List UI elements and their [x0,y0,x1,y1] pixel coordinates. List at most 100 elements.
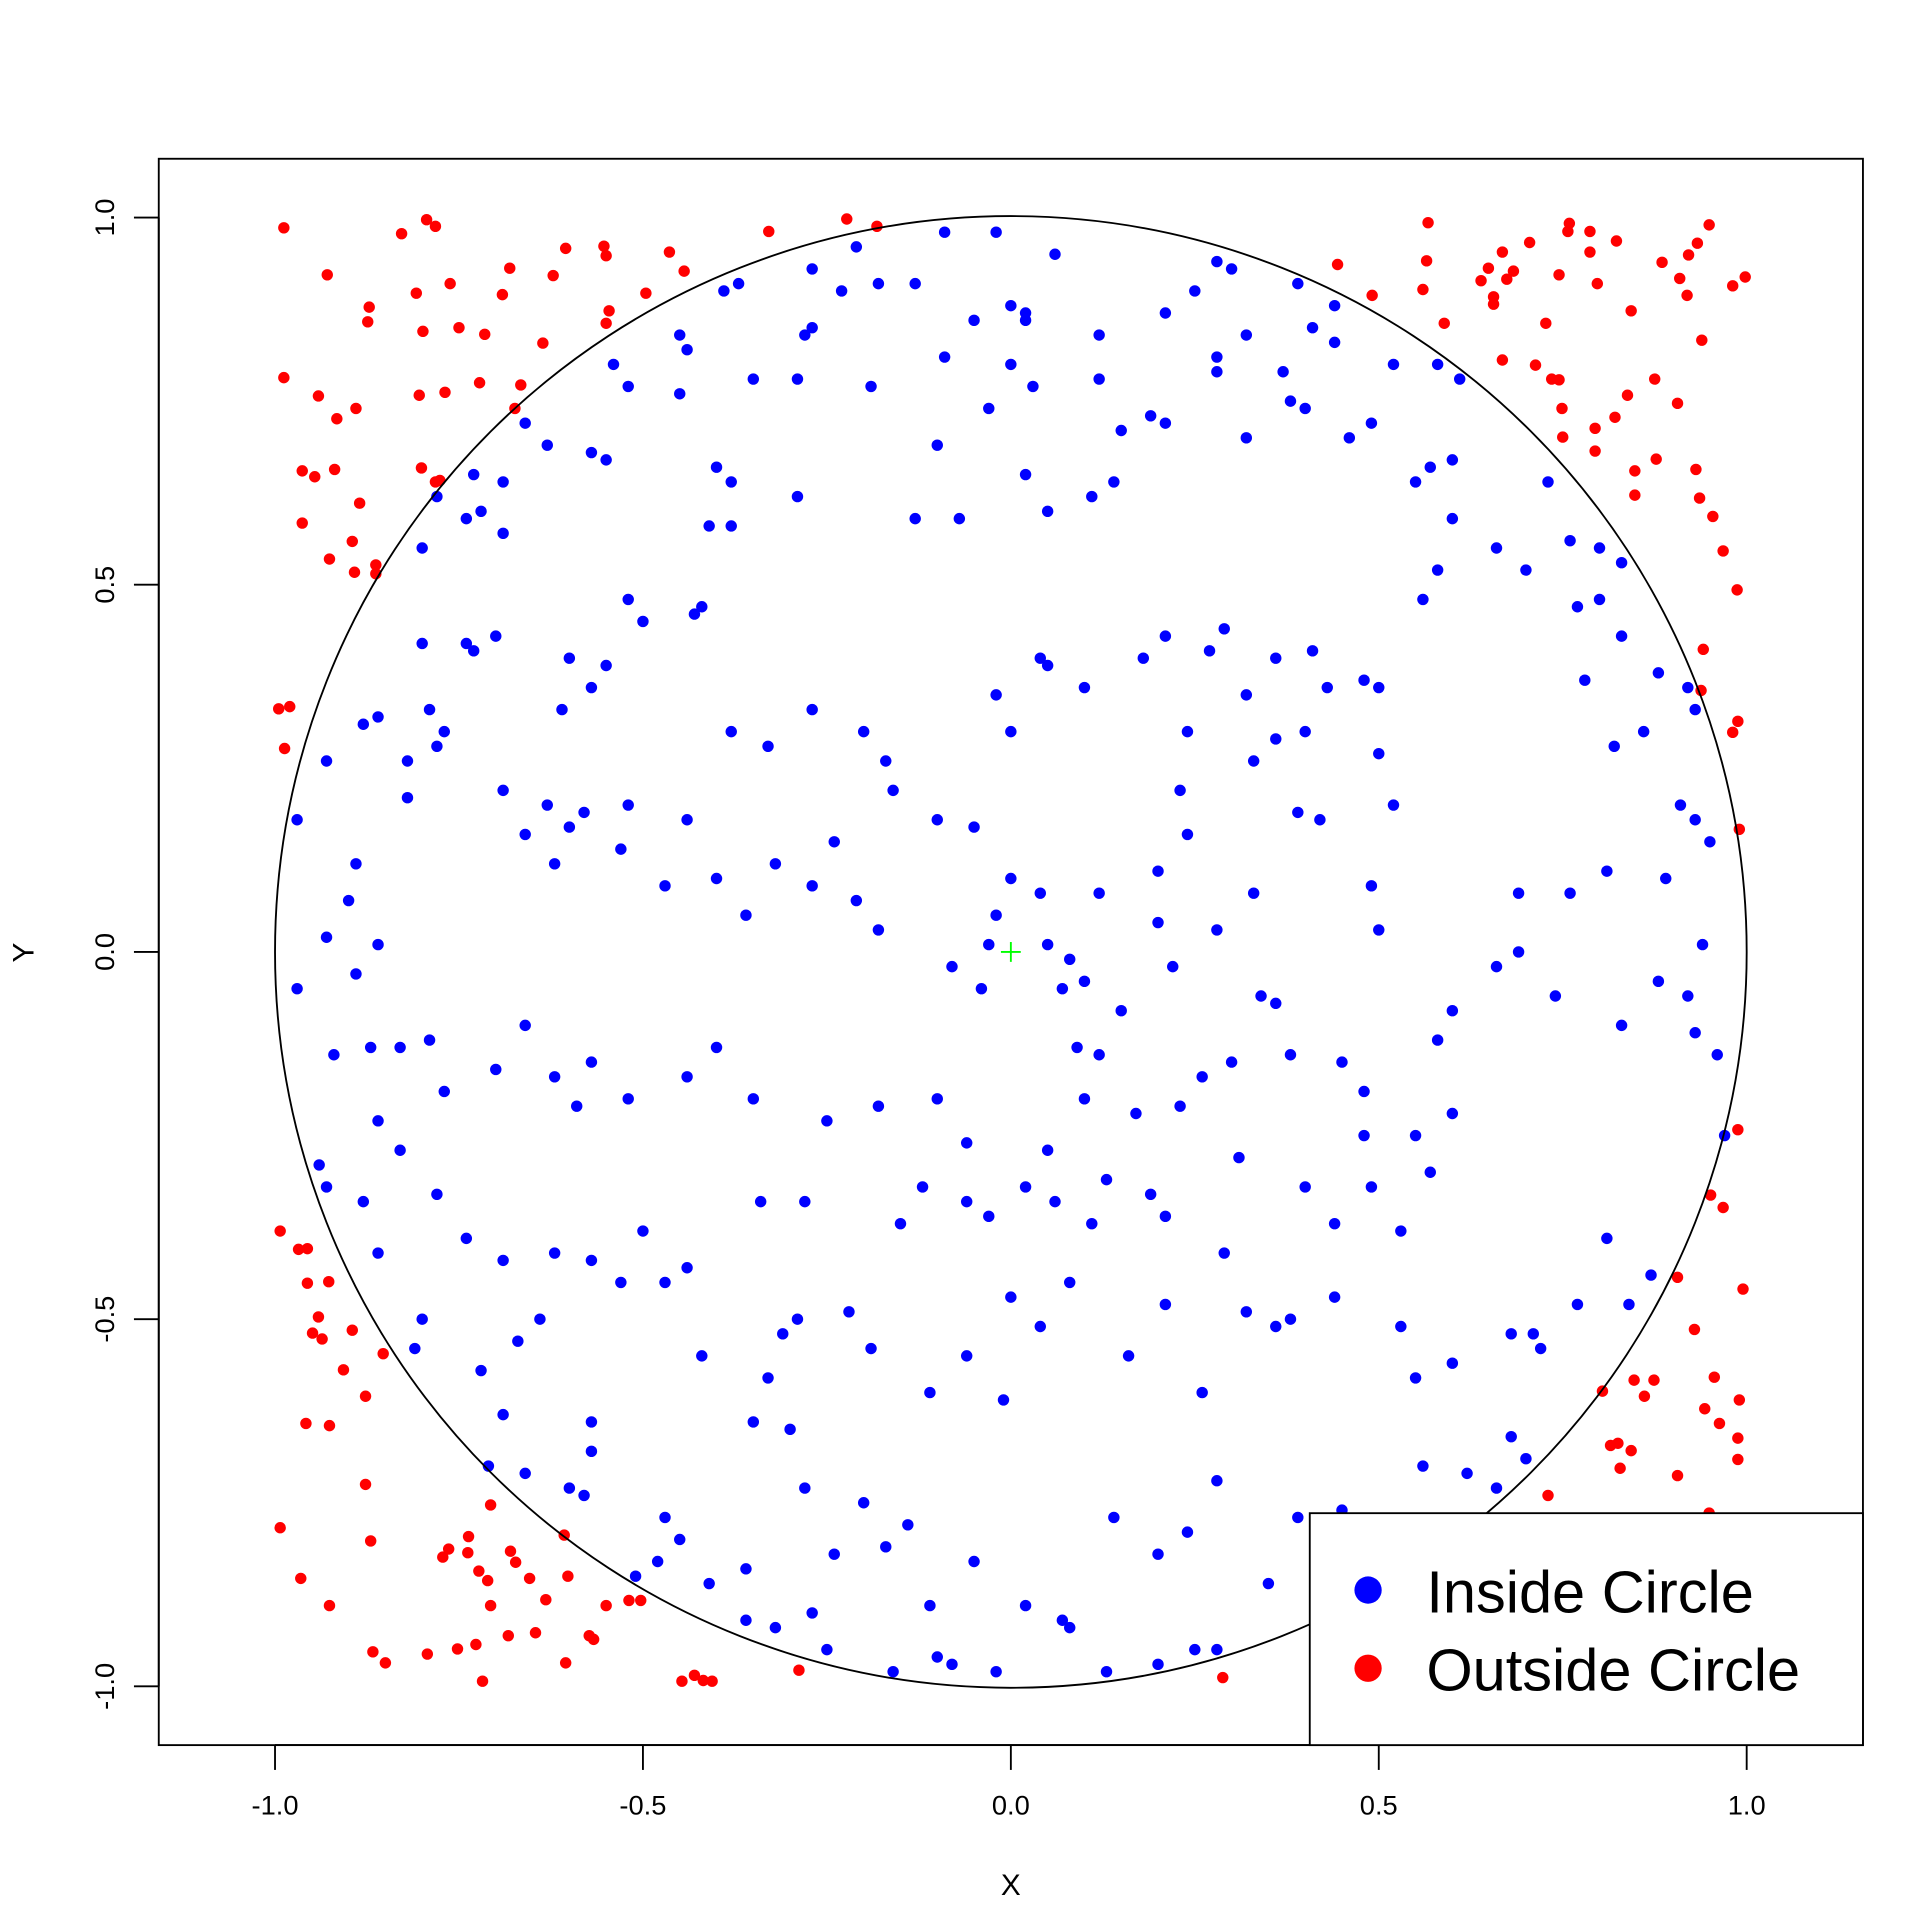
inside-point [416,637,428,650]
outside-point [451,1643,464,1655]
inside-point [1306,321,1319,334]
inside-point [857,1497,870,1509]
inside-point [1034,1320,1046,1333]
inside-point [674,1533,686,1546]
legend-label-outside: Outside Circle [1426,1637,1800,1704]
inside-point [946,1658,958,1671]
outside-point [359,1390,372,1402]
inside-point [1152,865,1164,877]
outside-point [1584,225,1596,238]
outside-point [379,1657,392,1669]
inside-point [1358,1129,1370,1142]
inside-point [416,1313,428,1325]
inside-point [1093,373,1105,385]
inside-point [1314,814,1326,826]
outside-point [1737,1283,1749,1295]
inside-point [1247,755,1260,767]
outside-point [453,321,465,334]
outside-point [1628,1374,1640,1386]
inside-point [1571,1298,1584,1311]
inside-point [821,1115,833,1127]
inside-point [1159,1298,1172,1311]
inside-point [1601,1232,1613,1245]
inside-point [357,1195,370,1208]
x-axis-title: X [1001,1869,1021,1902]
outside-point [635,1594,647,1607]
inside-point [1086,1217,1098,1230]
outside-point [1733,1394,1746,1406]
inside-point [946,960,958,973]
inside-point [1446,1107,1459,1120]
inside-point [1564,534,1576,547]
inside-point [983,938,995,951]
inside-point [1174,784,1186,797]
inside-point [990,226,1002,238]
inside-point [1181,1526,1194,1538]
outside-point [272,703,285,715]
outside-point [1699,1403,1711,1415]
inside-point [1336,1056,1348,1068]
inside-point [1108,1511,1120,1524]
outside-point [509,1556,522,1568]
outside-point [841,213,853,225]
inside-point [835,285,848,297]
inside-point [828,836,840,848]
inside-point [887,1665,899,1678]
inside-point [791,490,804,503]
legend-box [1308,1512,1864,1747]
outside-point [1507,265,1520,277]
x-axis: -1.0 -0.5 0.0 0.5 1.0 [252,1744,1766,1821]
outside-point [1726,280,1739,292]
inside-point [681,1262,693,1274]
inside-point [1358,674,1370,686]
outside-point [346,1324,358,1336]
outside-point [871,220,883,233]
outside-point [1629,465,1641,477]
inside-point [1284,395,1297,407]
outside-point [367,1646,379,1658]
inside-point [1159,630,1172,642]
outside-point [1487,298,1500,310]
legend-marker-outside [1354,1654,1382,1682]
outside-point [1708,1371,1721,1383]
outside-point [1556,402,1568,415]
inside-point [762,1372,774,1384]
inside-point [681,344,693,356]
outside-point [359,1478,372,1491]
inside-point [423,703,436,716]
outside-point [331,413,343,425]
inside-point [732,277,745,290]
inside-point [710,872,723,885]
inside-point [821,1643,833,1656]
outside-point [1609,411,1621,423]
inside-point [1660,872,1672,885]
inside-point [806,1607,818,1619]
outside-point [444,277,456,290]
inside-point [1520,564,1532,576]
inside-point [1534,1342,1547,1355]
inside-point [541,799,553,811]
inside-point [1446,454,1459,466]
inside-point [585,446,598,459]
inside-point [1174,1100,1186,1112]
inside-point [497,1254,509,1267]
inside-point [865,380,877,393]
inside-point [990,909,1002,921]
inside-point [519,417,531,429]
outside-point [415,462,428,474]
inside-point [1682,681,1694,694]
outside-point [442,1543,455,1555]
outside-point [462,1530,475,1543]
inside-point [1299,402,1311,415]
outside-point [362,316,374,328]
outside-point [1648,1374,1660,1386]
inside-point [1218,1247,1230,1259]
inside-point [1615,630,1628,642]
inside-point [894,1217,907,1230]
outside-point [1671,1469,1684,1482]
inside-point [1078,1093,1091,1105]
inside-point [740,909,752,921]
inside-point [1711,1049,1723,1061]
inside-point [1365,417,1378,429]
inside-point [799,1195,811,1208]
